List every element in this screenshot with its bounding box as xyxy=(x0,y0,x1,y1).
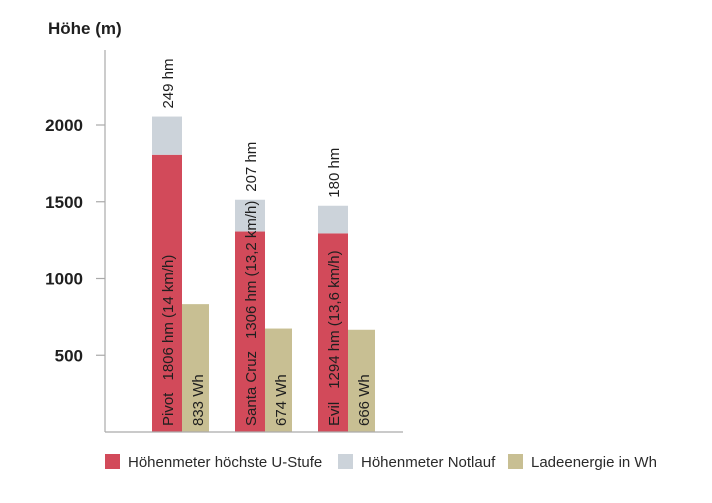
bar-value-label: 1806 hm (14 km/h) xyxy=(160,255,177,381)
bar-hoehe-u-stufe xyxy=(318,233,348,432)
y-tick-label: 2000 xyxy=(45,116,83,135)
bar-top-label: 249 hm xyxy=(160,59,177,109)
y-axis-label: Höhe (m) xyxy=(48,19,122,38)
legend-label: Ladeenergie in Wh xyxy=(531,454,657,471)
category-label: Evil xyxy=(326,402,343,426)
category-label: Pivot xyxy=(160,392,177,426)
bar-ladeenergie xyxy=(182,304,209,432)
bar-value-label: 666 Wh xyxy=(356,374,373,426)
category-label: Santa Cruz xyxy=(243,351,260,426)
bar-hoehe-notlauf xyxy=(235,199,265,232)
bar-hoehe-u-stufe xyxy=(235,231,265,432)
bar-top-label: 180 hm xyxy=(326,148,343,198)
bar-ladeenergie xyxy=(265,328,292,432)
y-tick-label: 1000 xyxy=(45,270,83,289)
bar-hoehe-notlauf xyxy=(152,116,182,155)
legend-label: Höhenmeter Notlauf xyxy=(361,454,496,471)
bar-top-label: 207 hm xyxy=(243,142,260,192)
bar-value-label: 833 Wh xyxy=(190,374,207,426)
bar-ladeenergie xyxy=(348,329,375,432)
legend-swatch xyxy=(338,454,353,469)
legend-label: Höhenmeter höchste U-Stufe xyxy=(128,454,322,471)
legend: Höhenmeter höchste U-Stufe Höhenmeter Not… xyxy=(105,454,657,471)
plot-area: Pivot 1806 hm (14 km/h) 833 Wh 249 hm Santa … xyxy=(152,59,375,433)
y-tick-label: 1500 xyxy=(45,193,83,212)
bar-value-label: 1306 hm (13,2 km/h) xyxy=(243,201,260,339)
bar-hoehe-notlauf xyxy=(318,205,348,234)
y-axis: 500 1000 1500 2000 xyxy=(45,116,105,365)
bar-hoehe-u-stufe xyxy=(152,154,182,433)
bar-value-label: 1294 hm (13,6 km/h) xyxy=(326,250,343,388)
legend-swatch xyxy=(105,454,120,469)
y-tick-label: 500 xyxy=(55,346,83,365)
legend-swatch xyxy=(508,454,523,469)
bar-value-label: 674 Wh xyxy=(273,374,290,426)
